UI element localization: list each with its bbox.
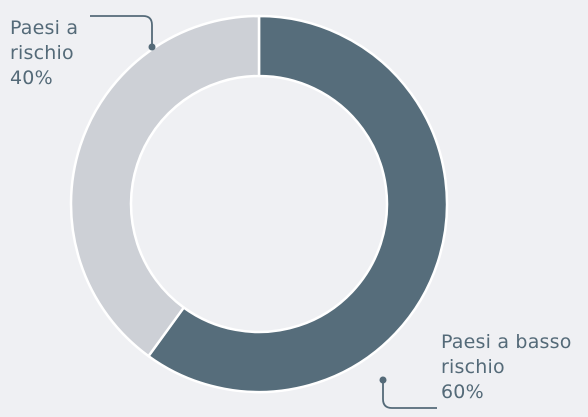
leader-dot-paesi-a-basso-rischio bbox=[379, 376, 387, 384]
leader-dot-paesi-a-rischio bbox=[148, 43, 156, 51]
slice-percent-label: 60% bbox=[441, 381, 484, 403]
slice-label-paesi-a-rischio: Paesi a rischio 40% bbox=[10, 16, 78, 91]
slice-label-line: Paesi a basso bbox=[441, 331, 572, 353]
slice-percent-label: 40% bbox=[10, 67, 53, 89]
donut-slice-paesi-a-rischio bbox=[69, 14, 261, 358]
slice-label-line: Paesi a bbox=[10, 17, 79, 39]
slice-label-line: rischio bbox=[10, 42, 74, 64]
leader-line-paesi-a-rischio bbox=[90, 15, 153, 46]
donut-slice-paesi-a-basso-rischio bbox=[147, 14, 449, 394]
slice-label-paesi-a-basso-rischio: Paesi a basso rischio 60% bbox=[441, 330, 572, 405]
slice-label-line: rischio bbox=[441, 356, 505, 378]
leader-line-paesi-a-basso-rischio bbox=[382, 381, 437, 409]
